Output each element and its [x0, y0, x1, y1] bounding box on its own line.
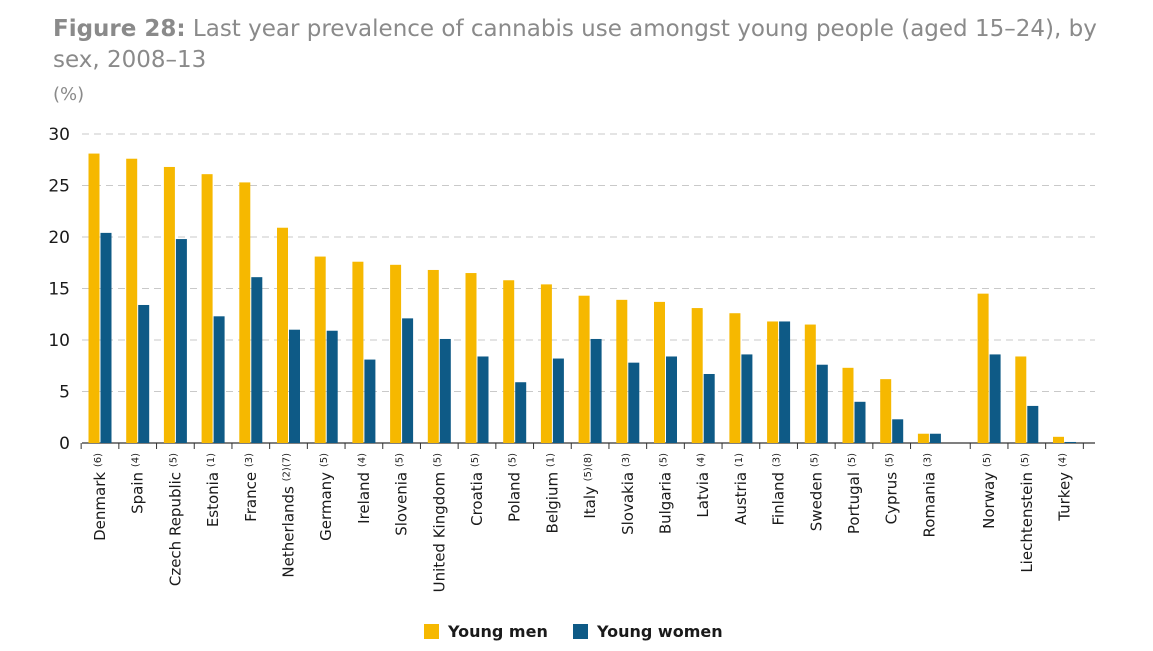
- bar-young-men-finland: [767, 321, 779, 443]
- y-tick-label: 10: [48, 331, 70, 351]
- x-category-label-netherlands: Netherlands (2)(7): [280, 453, 298, 578]
- x-category-label-czech-republic: Czech Republic (5): [166, 453, 184, 586]
- bar-young-women-portugal: [854, 401, 866, 443]
- bar-young-men-slovakia: [616, 299, 628, 443]
- legend-swatch-young-women: [573, 624, 588, 639]
- bar-young-women-estonia: [213, 316, 225, 443]
- y-tick-label: 5: [59, 383, 70, 403]
- bar-young-women-austria: [741, 354, 753, 443]
- y-tick-label: 20: [48, 228, 70, 248]
- x-category-label-italy: Italy (5)(8): [581, 453, 599, 519]
- legend: Young men Young women: [0, 622, 1153, 644]
- bar-young-women-turkey: [1065, 441, 1076, 443]
- x-category-label-sweden: Sweden (5): [807, 453, 825, 531]
- bar-young-men-poland: [503, 280, 515, 443]
- x-category-label-croatia: Croatia (5): [468, 453, 486, 526]
- bar-chart: 0 5 10 15 20 25 30 Denmark (6) Spain (4) Czech Re…: [48, 125, 1095, 592]
- bar-young-women-denmark: [100, 232, 112, 443]
- bar-young-women-spain: [138, 304, 150, 443]
- bar-young-men-slovenia: [390, 264, 402, 443]
- x-category-label-norway: Norway (5): [980, 453, 998, 529]
- legend-label-young-women: Young women: [597, 622, 723, 641]
- y-tick-label: 15: [48, 280, 70, 300]
- legend-item-young-women: Young women: [573, 622, 723, 641]
- bar-young-women-italy: [590, 338, 602, 443]
- y-unit-label: (%): [53, 84, 85, 105]
- legend-label-young-men: Young men: [448, 622, 548, 641]
- x-category-label-spain: Spain (4): [129, 453, 147, 514]
- y-tick-label: 30: [48, 125, 70, 145]
- bar-young-women-cyprus: [892, 419, 904, 443]
- bar-young-men-italy: [578, 295, 590, 443]
- x-category-label-bulgaria: Bulgaria (5): [657, 453, 675, 534]
- bar-young-men-spain: [126, 158, 138, 443]
- bar-young-women-romania: [929, 433, 941, 443]
- x-category-label-austria: Austria (1): [732, 453, 750, 525]
- x-category-label-united-kingdom: United Kingdom (5): [430, 453, 448, 592]
- bar-young-men-france: [239, 182, 251, 443]
- bar-young-women-liechtenstein: [1027, 405, 1039, 443]
- bar-young-men-estonia: [201, 174, 213, 444]
- x-category-label-estonia: Estonia (1): [204, 453, 222, 527]
- x-category-label-germany: Germany (5): [317, 453, 335, 541]
- bar-young-men-austria: [729, 313, 741, 443]
- x-category-label-portugal: Portugal (5): [845, 453, 863, 534]
- x-category-label-liechtenstein: Liechtenstein (5): [1018, 453, 1036, 573]
- bar-young-men-czech-republic: [163, 166, 175, 443]
- bar-young-women-latvia: [703, 373, 715, 443]
- bar-young-men-turkey: [1053, 436, 1064, 443]
- x-category-label-poland: Poland (5): [506, 453, 524, 522]
- x-category-label-romania: Romania (3): [920, 453, 938, 538]
- bar-young-women-czech-republic: [175, 239, 187, 443]
- x-category-label-denmark: Denmark (6): [91, 453, 109, 541]
- bar-young-women-sweden: [816, 364, 828, 443]
- x-category-label-slovenia: Slovenia (5): [393, 453, 411, 536]
- bar-young-women-france: [251, 277, 263, 443]
- legend-item-young-men: Young men: [424, 622, 548, 641]
- bar-young-women-belgium: [552, 358, 564, 443]
- x-category-label-belgium: Belgium (1): [543, 453, 561, 534]
- bar-young-men-romania: [917, 433, 929, 443]
- bar-young-men-belgium: [540, 284, 552, 443]
- bar-young-men-latvia: [691, 308, 703, 443]
- bar-young-women-netherlands: [289, 329, 300, 443]
- bar-young-women-ireland: [364, 359, 376, 443]
- bar-young-women-germany: [326, 330, 338, 443]
- bar-young-men-germany: [314, 256, 326, 443]
- bar-young-women-slovenia: [402, 318, 414, 443]
- bar-young-women-croatia: [477, 356, 489, 443]
- bar-young-men-united-kingdom: [427, 269, 439, 443]
- bar-young-women-slovakia: [628, 362, 640, 443]
- bar-young-men-sweden: [804, 324, 816, 443]
- bar-young-men-denmark: [88, 153, 100, 443]
- bar-young-men-liechtenstein: [1015, 356, 1027, 443]
- bar-young-women-poland: [515, 382, 527, 443]
- x-category-label-cyprus: Cyprus (5): [883, 453, 901, 524]
- bar-young-women-finland: [779, 321, 791, 443]
- bar-young-men-croatia: [465, 273, 477, 443]
- bar-young-men-norway: [977, 293, 989, 443]
- y-tick-label: 0: [59, 434, 70, 454]
- bar-young-women-norway: [989, 354, 1001, 443]
- bar-young-men-portugal: [842, 367, 854, 443]
- bar-young-women-united-kingdom: [439, 338, 451, 443]
- chart-title: Figure 28: Last year prevalence of canna…: [53, 14, 1133, 76]
- bar-young-men-cyprus: [880, 379, 892, 443]
- x-category-label-finland: Finland (3): [770, 453, 788, 526]
- x-category-label-ireland: Ireland (4): [355, 453, 373, 524]
- bar-young-men-bulgaria: [654, 301, 665, 443]
- x-category-label-latvia: Latvia (4): [694, 453, 712, 518]
- bar-young-women-bulgaria: [666, 356, 677, 443]
- figure-label: Figure 28:: [53, 16, 186, 42]
- y-tick-label: 25: [48, 177, 70, 197]
- legend-swatch-young-men: [424, 624, 439, 639]
- bar-young-men-ireland: [352, 261, 364, 443]
- x-category-label-turkey: Turkey (4): [1056, 453, 1074, 522]
- bar-young-men-netherlands: [277, 227, 288, 443]
- x-category-label-france: France (3): [242, 453, 260, 522]
- figure-title-text: Last year prevalence of cannabis use amo…: [53, 16, 1097, 73]
- x-category-label-slovakia: Slovakia (3): [619, 453, 637, 535]
